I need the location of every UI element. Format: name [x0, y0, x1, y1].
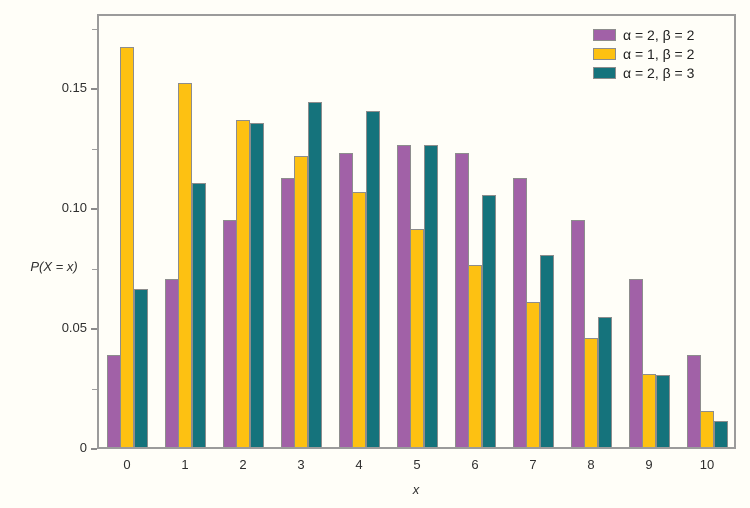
- y-axis-title: P(X = x): [30, 259, 78, 274]
- bar: [410, 229, 424, 447]
- bar: [178, 83, 192, 447]
- y-minor-tick-mark: [92, 389, 97, 390]
- x-tick-label: 1: [181, 457, 189, 472]
- bar: [482, 195, 496, 447]
- bar: [107, 355, 121, 447]
- bar: [687, 355, 701, 447]
- x-tick-label: 10: [699, 457, 715, 472]
- x-tick-label: 9: [645, 457, 653, 472]
- bar: [468, 265, 482, 447]
- bar: [714, 421, 728, 447]
- legend-swatch: [593, 67, 616, 79]
- y-tick-label: 0.05: [61, 320, 87, 335]
- bar: [540, 255, 554, 447]
- x-tick-label: 4: [355, 457, 363, 472]
- bar: [571, 220, 585, 447]
- y-minor-tick-mark: [92, 29, 97, 30]
- bar: [700, 411, 714, 447]
- y-minor-tick-mark: [92, 149, 97, 150]
- bar: [642, 374, 656, 447]
- legend-item: α = 1, β = 2: [593, 47, 694, 61]
- bar: [397, 145, 411, 447]
- bar: [629, 279, 643, 447]
- y-tick-mark: [91, 448, 97, 450]
- bar: [250, 123, 264, 447]
- bar: [598, 317, 612, 447]
- bar: [294, 156, 308, 447]
- x-tick-label: 7: [529, 457, 537, 472]
- legend: α = 2, β = 2 α = 1, β = 2 α = 2, β = 3: [593, 28, 694, 85]
- bar: [366, 111, 380, 447]
- y-tick-mark: [91, 328, 97, 330]
- bar: [236, 120, 250, 447]
- y-tick-label: 0: [79, 440, 87, 455]
- bar: [134, 289, 148, 447]
- y-tick-label: 0.15: [61, 80, 87, 95]
- bar: [584, 338, 598, 447]
- y-tick-label: 0.10: [61, 200, 87, 215]
- x-tick-label: 3: [297, 457, 305, 472]
- x-tick-label: 2: [239, 457, 247, 472]
- legend-swatch: [593, 29, 616, 41]
- x-tick-label: 8: [587, 457, 595, 472]
- bar: [513, 178, 527, 447]
- legend-swatch: [593, 48, 616, 60]
- bar: [165, 279, 179, 447]
- bar: [656, 375, 670, 447]
- bar: [192, 183, 206, 447]
- legend-label: α = 2, β = 2: [623, 27, 695, 43]
- bar: [424, 145, 438, 447]
- legend-item: α = 2, β = 3: [593, 66, 694, 80]
- x-axis-title: x: [412, 482, 420, 497]
- x-tick-label: 5: [413, 457, 421, 472]
- legend-label: α = 1, β = 2: [623, 46, 695, 62]
- bar: [352, 192, 366, 447]
- x-tick-label: 0: [123, 457, 131, 472]
- x-tick-label: 6: [471, 457, 479, 472]
- bar: [308, 102, 322, 447]
- legend-label: α = 2, β = 3: [623, 65, 695, 81]
- bar: [281, 178, 295, 447]
- y-minor-tick-mark: [92, 269, 97, 270]
- plot-area: [97, 14, 736, 449]
- bar: [455, 153, 469, 447]
- bar: [339, 153, 353, 447]
- legend-item: α = 2, β = 2: [593, 28, 694, 42]
- bar: [526, 302, 540, 447]
- bar: [223, 220, 237, 447]
- bar: [120, 47, 134, 447]
- y-tick-mark: [91, 208, 97, 210]
- y-tick-mark: [91, 88, 97, 90]
